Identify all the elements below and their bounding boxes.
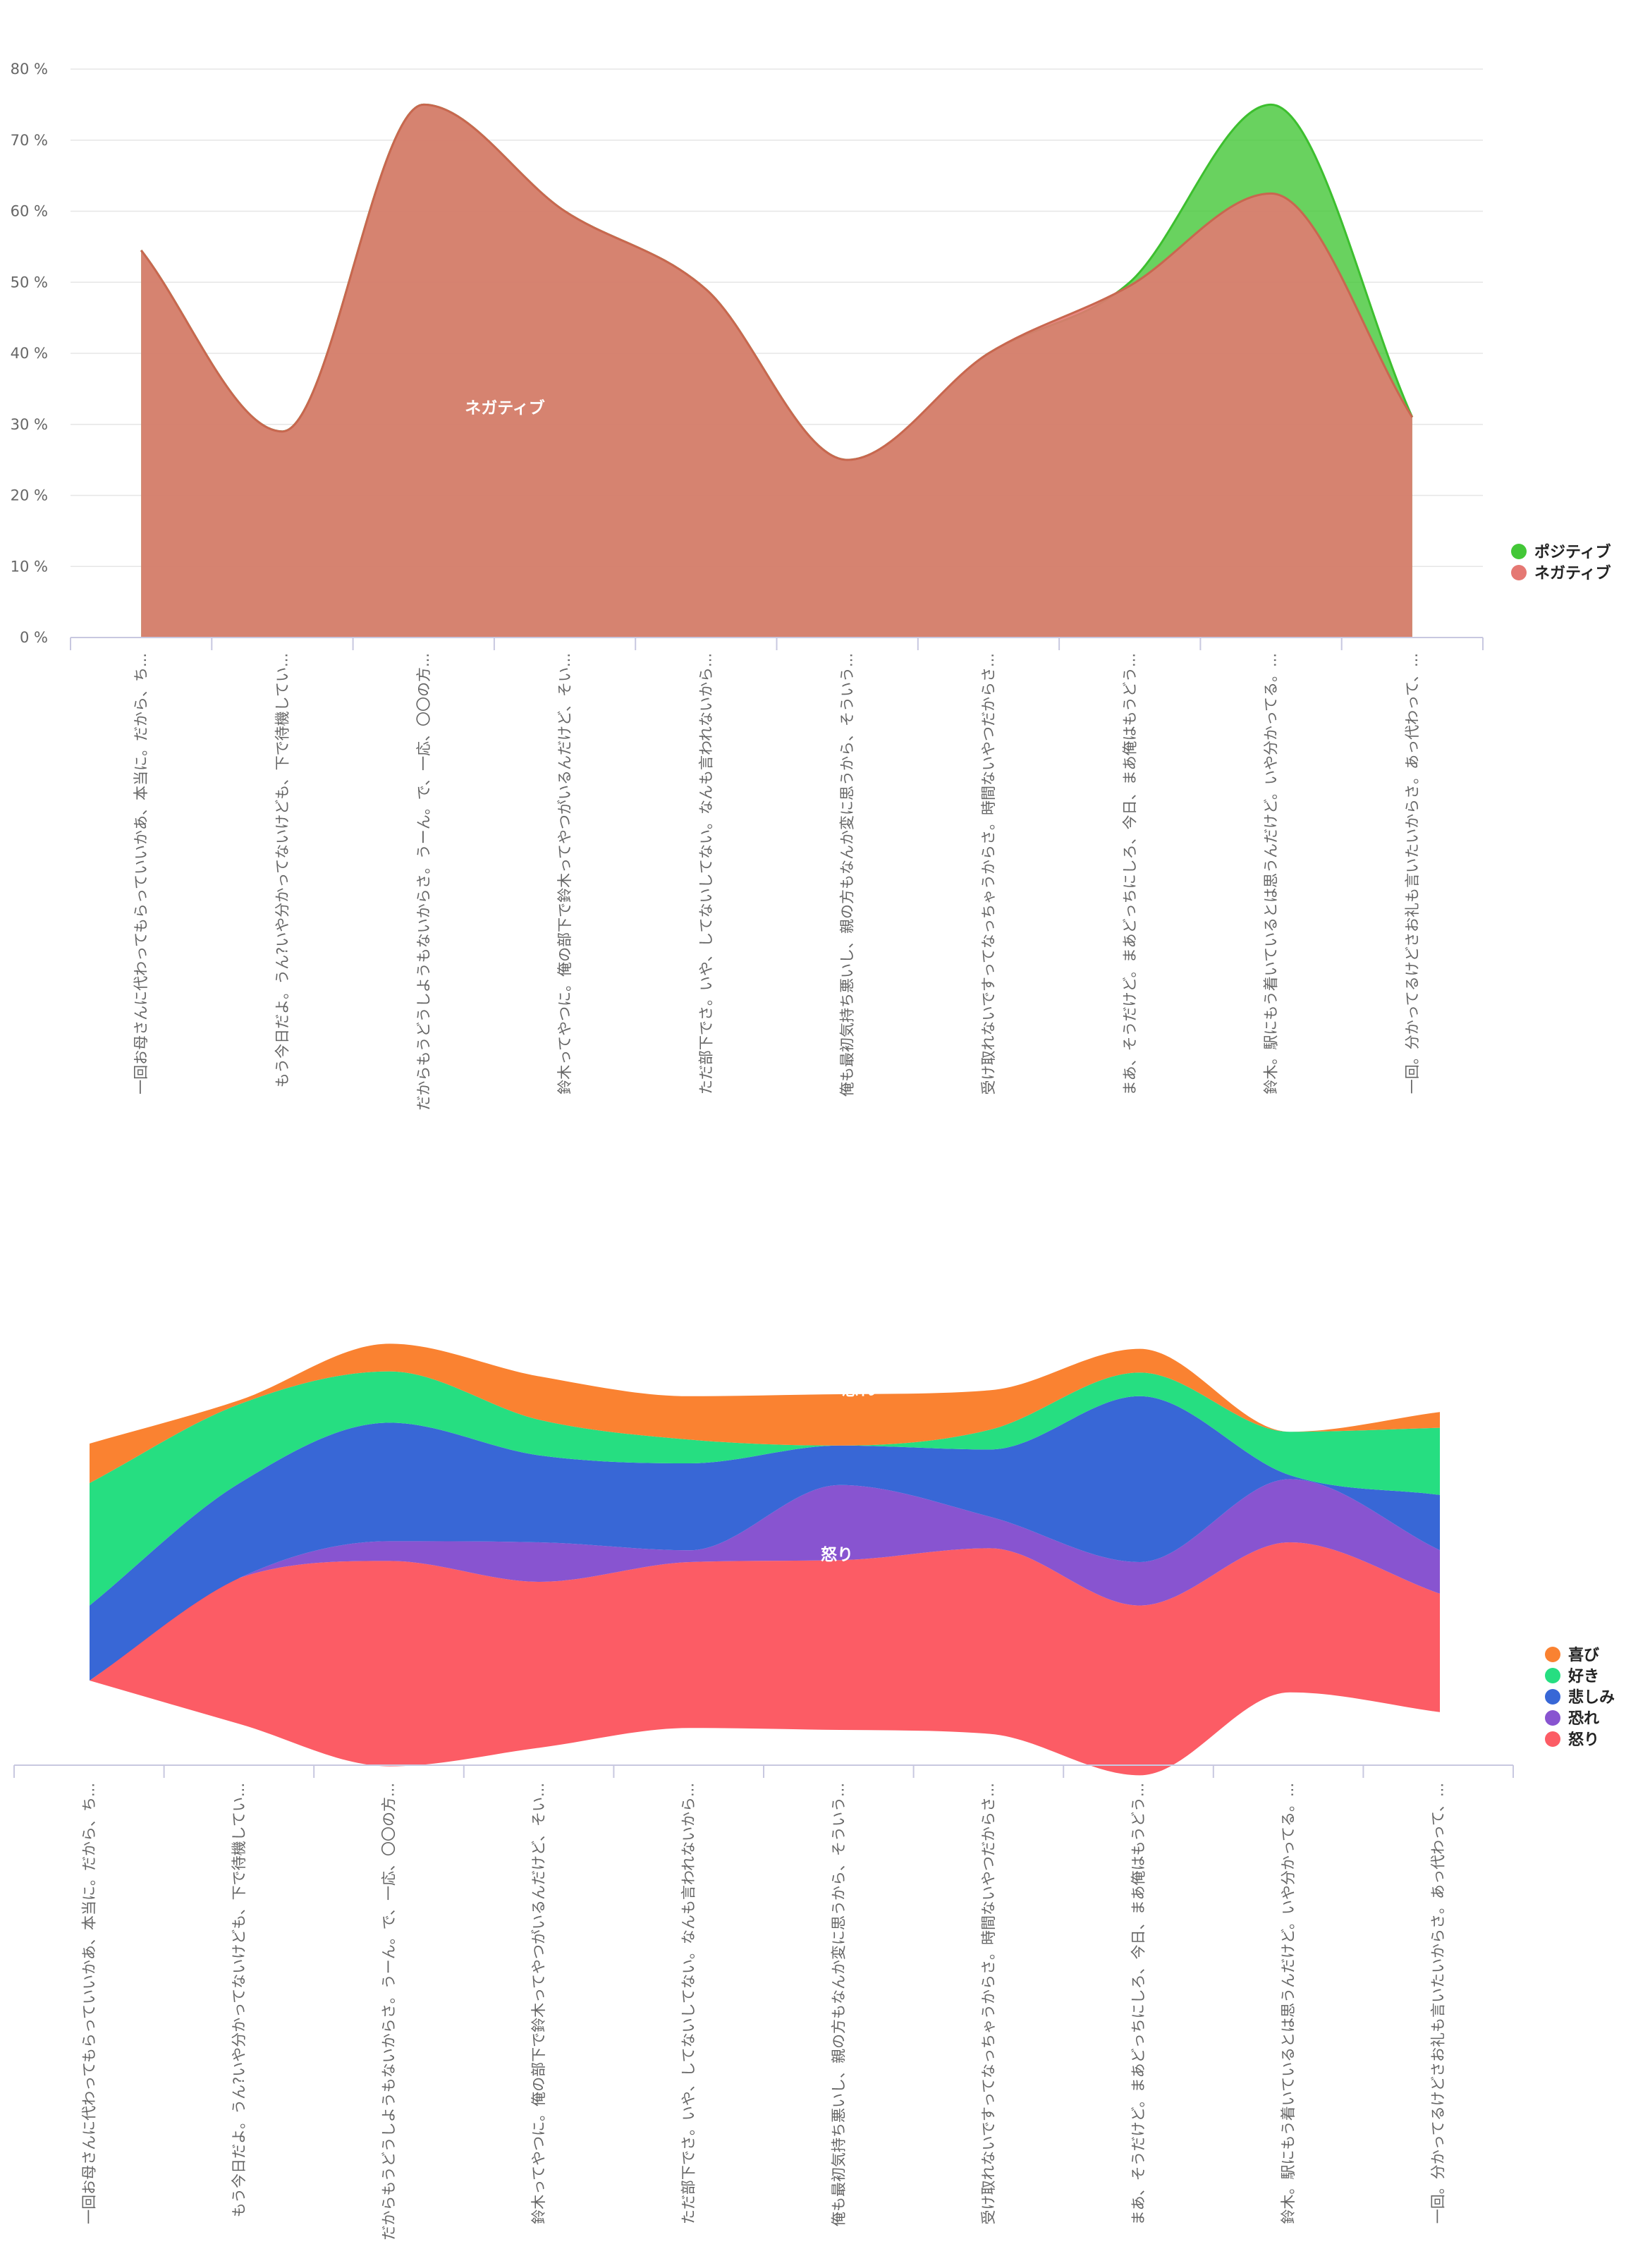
y-tick-label: 20 % — [11, 487, 48, 504]
stream-label: 悲しみ — [1092, 1327, 1140, 1346]
sentiment-areas — [141, 104, 1412, 638]
legend-marker — [1545, 1647, 1560, 1662]
legend-marker — [1545, 1668, 1560, 1683]
y-tick-label: 80 % — [11, 61, 48, 78]
x-tick-label: もう今日だよ。うん?いや分かってないけども、下で待機してい... — [231, 1783, 248, 2217]
x-axis — [71, 638, 1483, 650]
x-tick-label: 鈴木。駅にもう着いているとは思うんだけど。いや分かってる。... — [1280, 1783, 1297, 2224]
x-tick-label: 俺も最初気持ち悪いし、親の方もなんか変に思うから、そういう... — [839, 653, 856, 1097]
x-tick-label: 鈴木ってやつに。俺の部下で鈴木ってやつがいるんだけど、そい... — [530, 1783, 547, 2224]
x-tick-label: まあ、そうだけど。まあどっちにしろ、今日、まあ俺はもうどう... — [1121, 653, 1138, 1095]
y-tick-label: 50 % — [11, 274, 48, 291]
legend-label[interactable]: ポジティブ — [1534, 543, 1611, 561]
x-tick-label: もう今日だよ。うん?いや分かってないけども、下で待機してい... — [274, 653, 291, 1087]
y-axis-ticks: 0 % 10 % 20 % 30 % 40 % 50 % 60 % 70 % 80 % — [11, 61, 48, 646]
stream-label: 好き — [92, 1406, 126, 1424]
x-tick-label: だからもうどうしようもないからさ。うーん。で、一応、〇〇の方... — [381, 1783, 398, 2240]
x-tick-label: ただ部下でさ。いや、してないしてない。なんも言われないから... — [697, 653, 714, 1095]
legend-marker — [1511, 544, 1527, 559]
y-tick-label: 40 % — [11, 345, 48, 362]
legend-label[interactable]: 好き — [1568, 1667, 1599, 1685]
stream-label: 恐れ — [842, 1381, 874, 1399]
x-tick-label: 受け取れないですってなっちゃうからさ。時間ないやつだからさ... — [980, 653, 997, 1095]
legend-label[interactable]: 喜び — [1568, 1646, 1599, 1664]
legend-marker — [1511, 565, 1527, 580]
y-tick-label: 70 % — [11, 132, 48, 149]
y-tick-label: 60 % — [11, 203, 48, 220]
stream-label: 喜び — [821, 1245, 853, 1264]
x-tick-label: 一回お母さんに代わってもらっていいかあ、本当に。だから、ち... — [80, 1783, 97, 2224]
stream-series-0 — [90, 1542, 1440, 1775]
x-tick-label: まあ、そうだけど。まあどっちにしろ、今日、まあ俺はもうどう... — [1130, 1783, 1147, 2225]
x-tick-label: 一回お母さんに代わってもらっていいかあ、本当に。だから、ち... — [133, 653, 149, 1095]
sentiment-area-chart: 0 % 10 % 20 % 30 % 40 % 50 % 60 % 70 % 80 % 一回お母… — [0, 0, 1650, 1157]
stream-label: 怒り — [821, 1545, 853, 1564]
x-axis — [14, 1765, 1513, 1778]
emotion-streams — [90, 1343, 1440, 1775]
negative-area-label: ネガティブ — [465, 398, 545, 417]
x-tick-label: 受け取れないですってなっちゃうからさ。時間ないやつだからさ... — [980, 1783, 997, 2225]
x-tick-label: だからもうどうしようもないからさ。うーん。で、一応、〇〇の方... — [415, 653, 432, 1111]
x-tick-label: 一回。分かってるけどさお礼も言いたいからさ。あっ代わって、... — [1430, 1783, 1447, 2224]
y-tick-label: 30 % — [11, 416, 48, 433]
legend-label[interactable]: 悲しみ — [1568, 1688, 1615, 1707]
y-tick-label: 10 % — [11, 558, 48, 575]
x-tick-label: ただ部下でさ。いや、してないしてない。なんも言われないから... — [680, 1783, 697, 2224]
legend-label[interactable]: 恐れ — [1568, 1710, 1599, 1728]
y-tick-label: 0 % — [20, 629, 48, 646]
x-tick-label: 鈴木。駅にもう着いているとは思うんだけど。いや分かってる。... — [1263, 653, 1280, 1095]
legend-marker — [1545, 1731, 1560, 1747]
x-axis-labels: 一回お母さんに代わってもらっていいかあ、本当に。だから、ち... もう今日だよ。う… — [133, 653, 1421, 1111]
x-tick-label: 俺も最初気持ち悪いし、親の方もなんか変に思うから、そういう... — [830, 1783, 847, 2226]
legend-marker — [1545, 1710, 1560, 1726]
legend-label[interactable]: 怒り — [1568, 1731, 1599, 1749]
legend-label[interactable]: ネガティブ — [1534, 564, 1611, 583]
x-axis-labels: 一回お母さんに代わってもらっていいかあ、本当に。だから、ち... もう今日だよ。う… — [80, 1783, 1446, 2240]
legend-marker — [1545, 1689, 1560, 1705]
x-tick-label: 鈴木ってやつに。俺の部下で鈴木ってやつがいるんだけど、そい... — [556, 653, 573, 1095]
x-tick-label: 一回。分かってるけどさお礼も言いたいからさ。あっ代わって、... — [1404, 653, 1421, 1094]
